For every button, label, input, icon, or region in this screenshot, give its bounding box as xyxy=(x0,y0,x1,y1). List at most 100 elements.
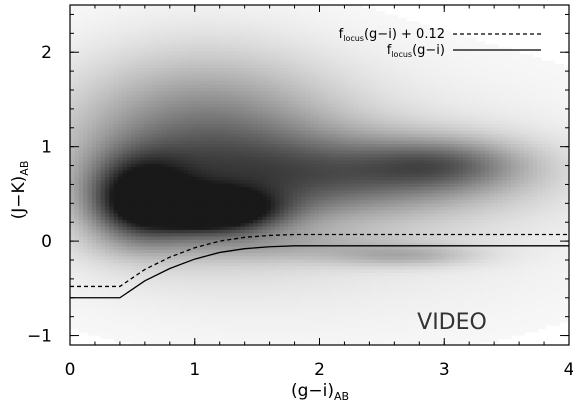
density-cell xyxy=(113,192,119,197)
density-cell xyxy=(249,93,254,98)
density-cell xyxy=(262,338,268,343)
density-cell xyxy=(109,37,115,42)
density-cell xyxy=(270,146,276,151)
density-cell xyxy=(240,103,246,108)
density-cell xyxy=(196,166,202,171)
density-cell xyxy=(104,318,110,323)
density-cell xyxy=(266,87,272,92)
density-cell xyxy=(126,305,132,310)
density-cell xyxy=(166,146,172,151)
density-cell xyxy=(240,83,246,88)
density-cell xyxy=(262,209,268,214)
density-cell xyxy=(279,133,285,138)
density-cell xyxy=(166,90,172,95)
density-cell xyxy=(253,27,259,32)
density-cell xyxy=(122,130,128,135)
density-cell xyxy=(131,64,137,68)
density-cell xyxy=(192,64,198,68)
density-cell xyxy=(104,93,110,98)
density-cell xyxy=(244,126,250,131)
density-cell xyxy=(131,11,137,16)
density-cell xyxy=(100,202,106,207)
density-cell xyxy=(222,298,228,303)
density-cell xyxy=(266,173,272,178)
density-cell xyxy=(166,103,172,108)
density-cell xyxy=(126,232,132,237)
density-cell xyxy=(118,67,123,72)
density-cell xyxy=(235,67,241,72)
density-cell xyxy=(227,146,233,151)
density-cell xyxy=(87,80,93,85)
density-cell xyxy=(157,186,163,191)
density-cell xyxy=(257,192,263,197)
density-cell xyxy=(257,5,263,9)
density-cell xyxy=(122,305,128,310)
density-cell xyxy=(209,259,215,263)
density-cell xyxy=(227,166,233,171)
density-cell xyxy=(279,295,285,300)
density-cell xyxy=(78,183,84,187)
density-cell xyxy=(183,321,189,326)
density-cell xyxy=(244,239,250,244)
density-cell xyxy=(209,54,215,59)
density-cell xyxy=(235,335,241,339)
density-cell xyxy=(279,186,285,191)
density-cell xyxy=(275,328,281,333)
density-cell xyxy=(209,308,215,313)
density-cell xyxy=(209,143,215,148)
density-cell xyxy=(74,30,80,35)
density-cell xyxy=(222,149,228,154)
density-cell xyxy=(91,315,97,320)
density-cell xyxy=(135,212,141,217)
density-cell xyxy=(179,120,185,125)
density-cell xyxy=(249,288,254,293)
density-cell xyxy=(227,30,233,35)
density-cell xyxy=(139,5,145,9)
density-cell xyxy=(209,70,215,75)
density-cell xyxy=(161,5,167,9)
density-cell xyxy=(148,179,154,184)
density-cell xyxy=(135,199,141,204)
density-cell xyxy=(70,17,75,22)
density-cell xyxy=(218,77,224,82)
density-cell xyxy=(126,199,132,204)
density-cell xyxy=(74,298,80,303)
density-cell xyxy=(179,93,185,98)
density-cell xyxy=(227,159,233,164)
density-cell xyxy=(87,192,93,197)
density-cell xyxy=(231,315,237,320)
density-cell xyxy=(235,298,241,303)
density-cell xyxy=(266,262,272,267)
density-cell xyxy=(157,235,163,240)
density-cell xyxy=(257,44,263,49)
density-cell xyxy=(100,222,106,227)
density-cell xyxy=(126,321,132,326)
density-cell xyxy=(109,140,115,144)
density-cell xyxy=(192,305,198,310)
density-cell xyxy=(200,173,206,178)
density-cell xyxy=(183,206,189,211)
density-cell xyxy=(249,242,254,247)
density-cell xyxy=(113,103,119,108)
density-cell xyxy=(148,222,154,227)
density-cell xyxy=(144,239,150,244)
density-cell xyxy=(100,57,106,62)
density-cell xyxy=(78,50,84,55)
density-cell xyxy=(113,315,119,320)
density-cell xyxy=(253,331,259,336)
density-cell xyxy=(135,116,141,121)
density-cell xyxy=(139,189,145,194)
density-cell xyxy=(74,222,80,227)
density-cell xyxy=(266,278,272,283)
density-cell xyxy=(96,67,102,72)
density-cell xyxy=(266,17,272,22)
density-cell xyxy=(174,133,180,138)
density-cell xyxy=(131,103,137,108)
density-cell xyxy=(144,149,150,154)
density-cell xyxy=(196,156,202,161)
density-cell xyxy=(179,255,185,260)
density-cell xyxy=(166,262,172,267)
density-cell xyxy=(244,328,250,333)
density-cell xyxy=(166,57,172,62)
density-cell xyxy=(126,169,132,174)
